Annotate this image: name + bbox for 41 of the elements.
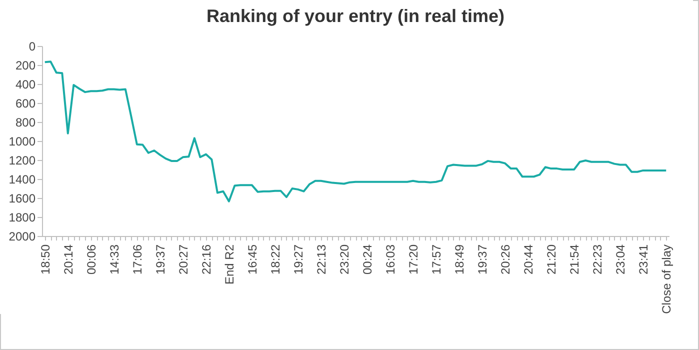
- x-tick-label: 23:04: [614, 244, 628, 275]
- x-tick-label: 16:45: [245, 244, 260, 275]
- x-tick-label: 21:54: [568, 244, 582, 275]
- x-tick-label: 18:50: [38, 244, 52, 275]
- x-tick-label: 20:14: [61, 244, 76, 275]
- x-tick-label: 20:27: [176, 244, 190, 275]
- x-tick-label: 17:06: [130, 244, 144, 275]
- x-tick-label: 00:06: [84, 244, 98, 275]
- x-tick-label: End R2: [222, 244, 236, 285]
- y-tick-label: 200: [15, 58, 36, 72]
- x-tick-label: 19:27: [291, 244, 306, 275]
- y-tick-label: 1400: [8, 172, 36, 186]
- x-tick-label: Close of play: [660, 244, 674, 314]
- x-tick-label: 18:49: [452, 244, 467, 275]
- x-tick-label: 19:37: [153, 244, 168, 275]
- x-tick-label: 17:20: [406, 244, 421, 275]
- y-tick-label: 400: [15, 78, 36, 92]
- x-tick-label: 18:22: [268, 244, 282, 275]
- x-tick-label: 16:03: [384, 244, 398, 275]
- x-tick-label: 19:37: [476, 244, 490, 275]
- y-tick-label: 1600: [8, 192, 36, 206]
- x-tick-label: 23:20: [337, 244, 352, 275]
- x-tick-label: 20:26: [498, 244, 513, 275]
- y-tick-label: 1200: [8, 154, 36, 168]
- x-tick-label: 22:13: [314, 244, 328, 275]
- chart-title: Ranking of your entry (in real time): [206, 6, 505, 26]
- x-tick-label: 22:16: [199, 244, 214, 275]
- x-tick-label: 21:20: [544, 244, 559, 275]
- y-tick-label: 600: [15, 96, 36, 110]
- x-tick-label: 20:44: [522, 244, 536, 275]
- line-series: [44, 60, 668, 202]
- y-tick-label: 1000: [8, 134, 36, 148]
- y-tick-label: 2000: [8, 230, 36, 244]
- y-tick-label: 800: [15, 116, 36, 130]
- y-tick-label: 0: [28, 40, 36, 54]
- x-tick-label: 00:24: [360, 244, 375, 275]
- x-tick-label: 22:23: [590, 244, 605, 275]
- x-tick-label: 14:33: [107, 244, 122, 275]
- x-tick-label: 23:41: [636, 244, 651, 275]
- y-tick-label: 1800: [8, 210, 36, 224]
- x-tick-label: 17:57: [430, 244, 444, 275]
